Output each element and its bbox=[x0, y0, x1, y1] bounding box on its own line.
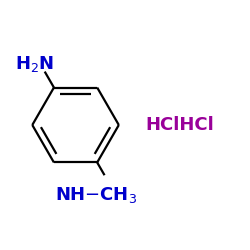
Text: HClHCl: HClHCl bbox=[145, 116, 214, 134]
Text: H$_2$N: H$_2$N bbox=[15, 54, 54, 74]
Text: NH$-$CH$_3$: NH$-$CH$_3$ bbox=[54, 186, 137, 206]
